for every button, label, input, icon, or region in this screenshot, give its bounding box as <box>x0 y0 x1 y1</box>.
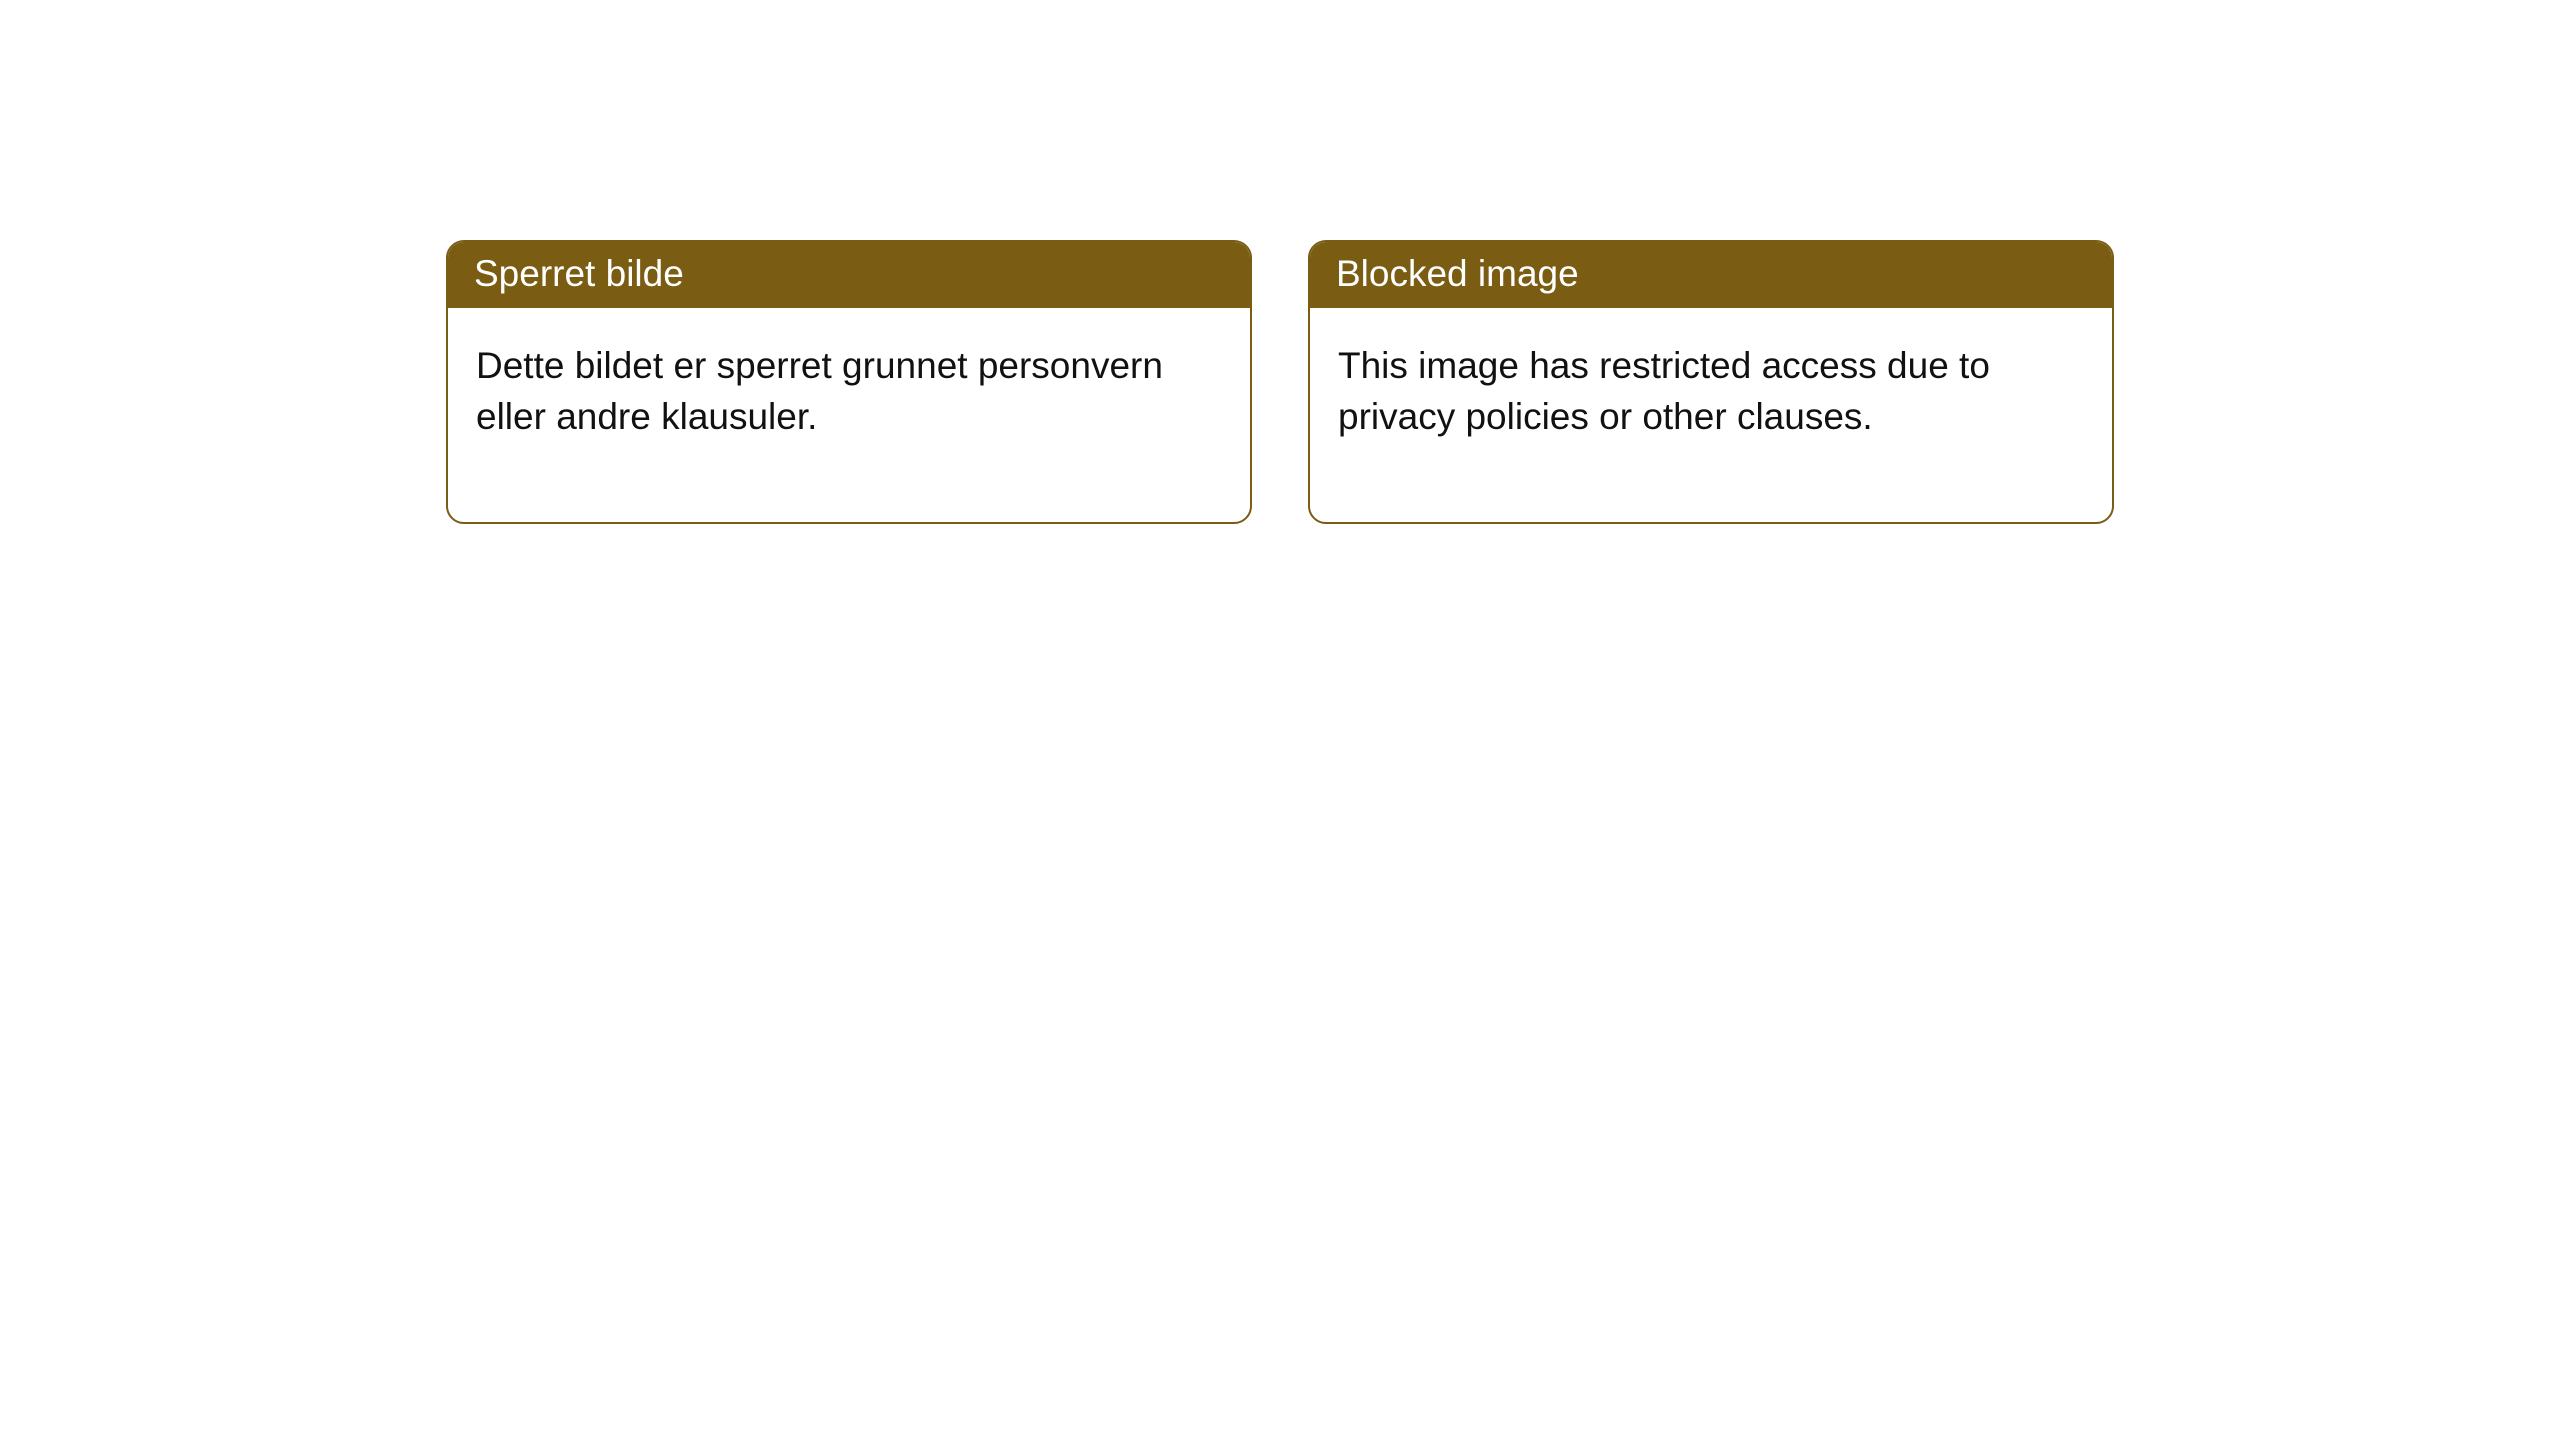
notice-message-english: This image has restricted access due to … <box>1310 308 2112 522</box>
notice-card-english: Blocked image This image has restricted … <box>1308 240 2114 524</box>
notice-message-norwegian: Dette bildet er sperret grunnet personve… <box>448 308 1250 522</box>
notice-title-norwegian: Sperret bilde <box>448 242 1250 308</box>
notice-title-english: Blocked image <box>1310 242 2112 308</box>
notice-container: Sperret bilde Dette bildet er sperret gr… <box>0 0 2560 524</box>
notice-card-norwegian: Sperret bilde Dette bildet er sperret gr… <box>446 240 1252 524</box>
